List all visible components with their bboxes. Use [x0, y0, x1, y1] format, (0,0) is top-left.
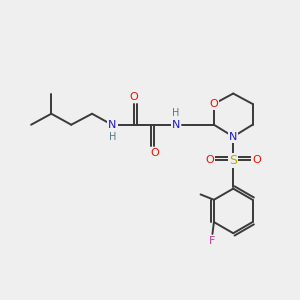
Text: H: H	[109, 132, 116, 142]
Text: N: N	[108, 120, 117, 130]
Text: F: F	[209, 236, 216, 245]
Text: O: O	[252, 155, 261, 165]
Text: N: N	[172, 120, 180, 130]
Text: S: S	[229, 154, 237, 167]
Text: H: H	[172, 108, 180, 118]
Text: O: O	[150, 148, 159, 158]
Text: O: O	[209, 99, 218, 109]
Text: N: N	[229, 132, 237, 142]
Text: O: O	[206, 155, 214, 165]
Text: O: O	[129, 92, 138, 101]
